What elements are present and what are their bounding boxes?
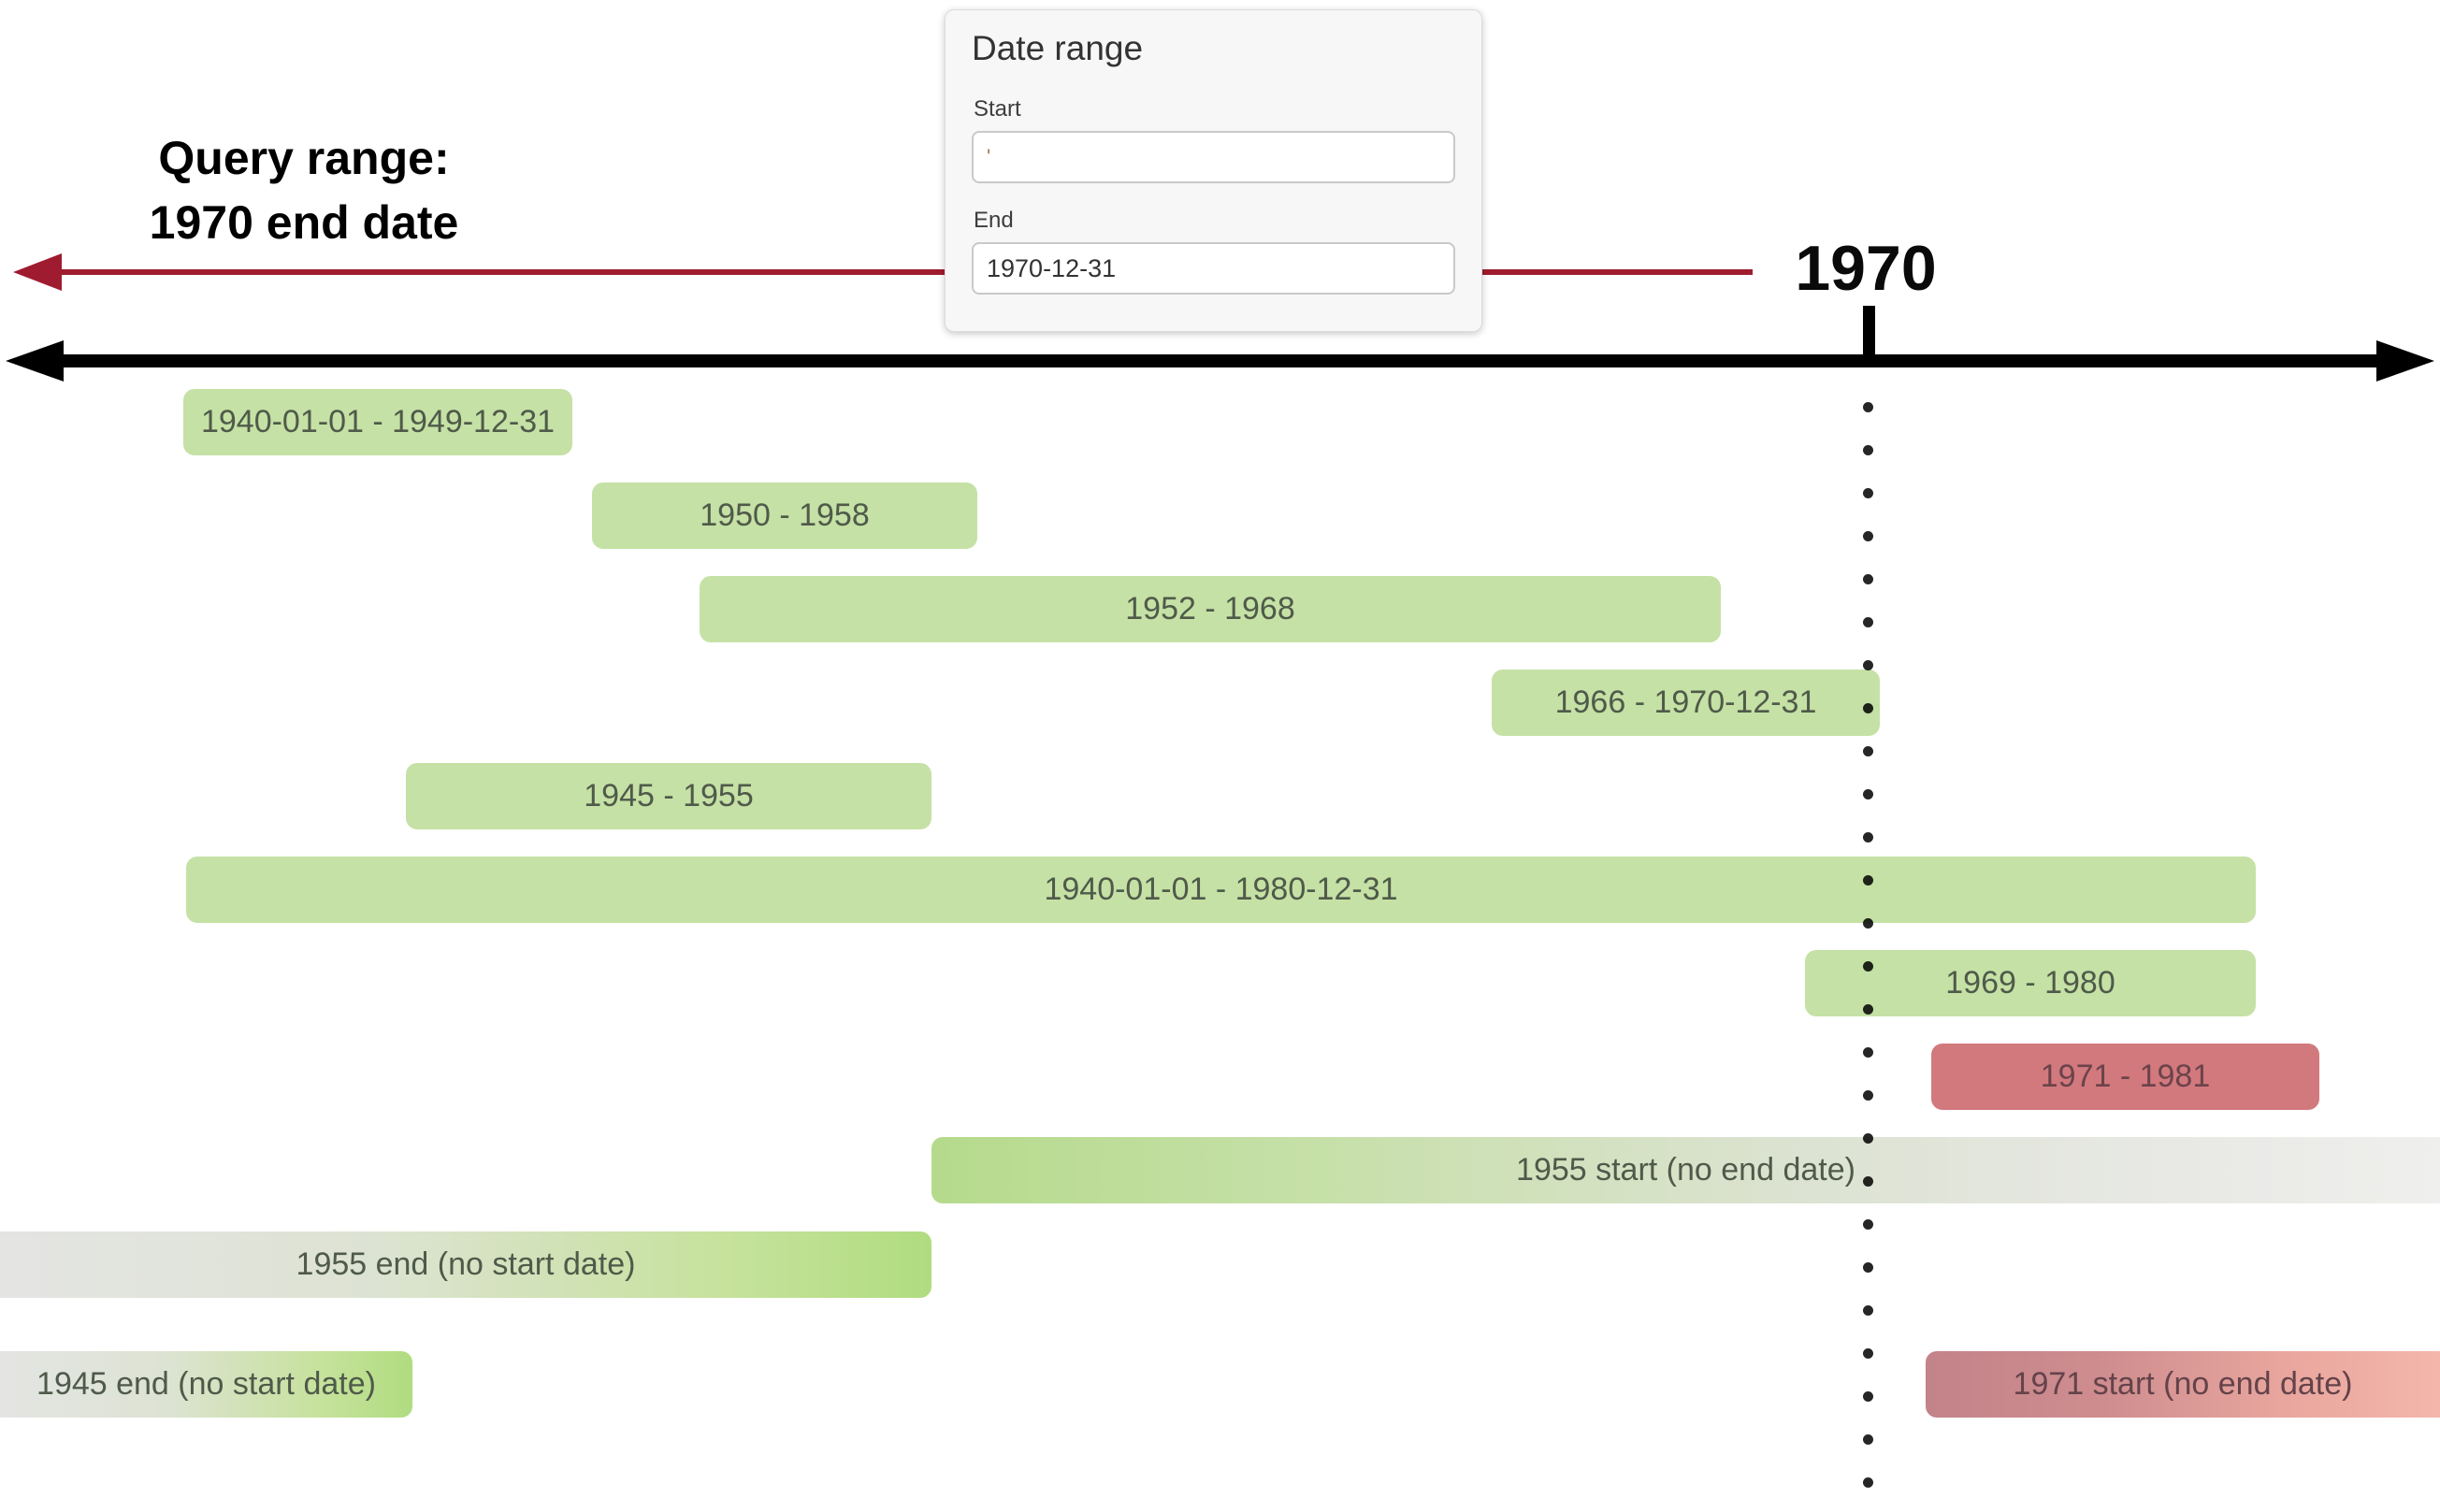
timeline-bar: 1940-01-01 - 1949-12-31 [183,389,572,455]
axis-tick-1970 [1863,306,1875,356]
cutoff-line-dot [1863,1090,1873,1101]
cutoff-line-dot [1863,402,1873,412]
cutoff-line-dot [1863,1391,1873,1402]
axis-year-label: 1970 [1795,233,1937,304]
start-date-label: Start [974,96,1021,122]
timeline-bar-label: 1940-01-01 - 1949-12-31 [200,404,556,439]
axis-arrow-left-icon [6,340,64,382]
cutoff-line-dot [1863,1176,1873,1187]
query-range-annotation: Query range: 1970 end date [94,126,514,255]
query-range-arrow-left-icon [13,253,62,291]
cutoff-line-dot [1863,1004,1873,1015]
cutoff-line-dot [1863,1477,1873,1488]
timeline-bar: 1945 - 1955 [406,763,931,829]
timeline-bar-label: 1969 - 1980 [1945,965,2115,1001]
cutoff-line-dot [1863,1262,1873,1273]
timeline-bar-label: 1945 end (no start date) [36,1366,376,1402]
axis-arrow-right-icon [2376,340,2434,382]
cutoff-line-dot [1863,703,1873,713]
cutoff-line-dot [1863,660,1873,670]
cutoff-line-dot [1863,1434,1873,1445]
timeline-bar: 1955 start (no end date) [931,1137,2440,1203]
timeline-bar: 1971 start (no end date) [1926,1351,2440,1418]
timeline-bar-label: 1950 - 1958 [700,497,870,533]
timeline-bar: 1955 end (no start date) [0,1231,931,1298]
cutoff-line-dot [1863,1133,1873,1144]
timeline-bar-label: 1971 - 1981 [2040,1058,2211,1094]
cutoff-line-dot [1863,1348,1873,1359]
timeline-bar: 1952 - 1968 [700,576,1721,642]
cutoff-line-dot [1863,961,1873,972]
timeline-bar-label: 1955 start (no end date) [1516,1152,1855,1188]
cutoff-line-dot [1863,1047,1873,1058]
cutoff-line-dot [1863,1305,1873,1316]
timeline-bar-label: 1945 - 1955 [584,778,754,814]
query-range-arrow-line [32,269,1753,275]
timeline-bar-label: 1952 - 1968 [1125,591,1295,626]
cutoff-line-dot [1863,789,1873,799]
timeline-bar: 1969 - 1980 [1805,950,2256,1016]
timeline-bar: 1966 - 1970-12-31 [1492,670,1880,736]
cutoff-line-dot [1863,574,1873,584]
cutoff-line-dot [1863,875,1873,886]
query-range-annotation-line2: 1970 end date [149,196,459,249]
date-range-panel: Date range Start End [945,9,1482,332]
cutoff-line-dot [1863,746,1873,756]
query-range-annotation-line1: Query range: [158,132,450,184]
timeline-bar-label: 1966 - 1970-12-31 [1554,684,1817,720]
date-range-panel-title: Date range [972,29,1144,67]
cutoff-line-dot [1863,617,1873,627]
cutoff-line-dot [1863,488,1873,498]
timeline-bar: 1945 end (no start date) [0,1351,412,1418]
start-date-input[interactable] [972,131,1455,183]
cutoff-line-dot [1863,832,1873,842]
cutoff-line-dot [1863,918,1873,929]
cutoff-line-dot [1863,531,1873,541]
timeline-bar-label: 1940-01-01 - 1980-12-31 [1044,871,1398,907]
timeline-bar-label: 1971 start (no end date) [2013,1366,2353,1402]
end-date-input[interactable] [972,242,1455,295]
end-date-label: End [974,208,1014,233]
timeline-bar-label: 1955 end (no start date) [296,1246,636,1282]
cutoff-line-dot [1863,1219,1873,1230]
timeline-axis [37,354,2403,367]
cutoff-line-dot [1863,445,1873,455]
timeline-bar: 1940-01-01 - 1980-12-31 [186,857,2256,923]
timeline-bar: 1950 - 1958 [592,482,977,549]
timeline-bar: 1971 - 1981 [1931,1044,2319,1110]
